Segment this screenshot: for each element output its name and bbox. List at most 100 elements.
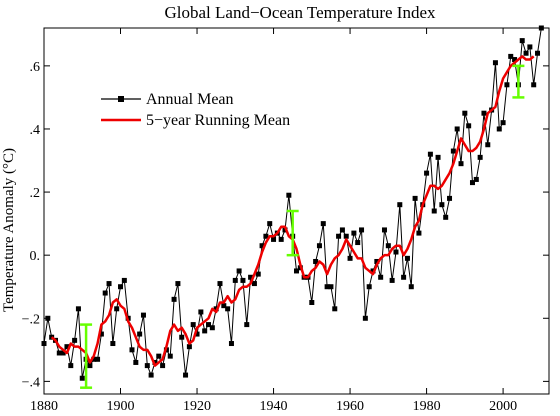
annual-mean-point <box>351 230 357 236</box>
annual-mean-point <box>343 233 349 239</box>
annual-mean-point <box>114 306 120 312</box>
annual-mean-point <box>206 322 212 328</box>
y-tick-label: −.2 <box>22 312 40 327</box>
annual-mean-point <box>129 347 135 353</box>
x-tick-label: 1960 <box>336 399 364 411</box>
annual-mean-point <box>481 110 487 116</box>
annual-mean-point <box>118 284 124 290</box>
annual-mean-point <box>244 322 250 328</box>
annual-mean-point <box>328 284 334 290</box>
annual-mean-point <box>424 170 430 176</box>
annual-mean-point <box>95 356 101 362</box>
y-axis-label: Temperature Anomaly (°C) <box>1 148 17 312</box>
annual-mean-point <box>385 243 391 249</box>
annual-mean-point <box>144 363 150 369</box>
annual-mean-point <box>255 271 261 277</box>
annual-mean-point <box>209 325 215 331</box>
annual-mean-point <box>473 176 479 182</box>
annual-mean-point <box>202 328 208 334</box>
annual-mean-point <box>485 142 491 148</box>
annual-mean-point <box>194 331 200 337</box>
annual-mean-point <box>469 180 475 186</box>
annual-mean-point <box>408 284 414 290</box>
annual-mean-point <box>508 53 514 59</box>
annual-mean-point <box>278 236 284 242</box>
annual-mean-point <box>179 334 185 340</box>
annual-mean-point <box>504 82 510 88</box>
annual-mean-point <box>332 306 338 312</box>
x-tick-label: 1980 <box>413 399 441 411</box>
annual-mean-point <box>236 268 242 274</box>
annual-mean-point <box>133 359 139 365</box>
annual-mean-point <box>313 258 319 264</box>
axis-ticks: 1880 1900 1920 1940 1960 1980 2000 −.4 −.2 0. .2 .4… <box>22 28 549 414</box>
annual-mean-point <box>355 240 361 246</box>
annual-mean-point <box>87 363 93 369</box>
annual-mean-point <box>271 236 277 242</box>
y-tick-label: −.4 <box>22 375 40 390</box>
annual-mean-point <box>72 337 78 343</box>
annual-mean-point <box>186 344 192 350</box>
annual-mean-point <box>175 281 181 287</box>
annual-mean-point <box>381 227 387 233</box>
annual-mean-point <box>228 341 234 347</box>
plot-frame <box>43 27 550 395</box>
annual-mean-point <box>435 154 441 160</box>
annual-mean-point <box>439 202 445 208</box>
annual-mean-point <box>286 192 292 198</box>
x-tick-label: 2000 <box>489 399 517 411</box>
annual-mean-point <box>225 306 231 312</box>
annual-mean-point <box>324 284 330 290</box>
annual-mean-point <box>251 281 257 287</box>
annual-mean-point <box>167 353 173 359</box>
annual-mean-point <box>68 363 74 369</box>
x-tick-label: 1900 <box>107 399 135 411</box>
annual-mean-point <box>401 274 407 280</box>
annual-mean-point <box>106 281 112 287</box>
annual-mean-point <box>45 315 51 321</box>
annual-mean-point <box>416 230 422 236</box>
annual-mean-point <box>374 258 380 264</box>
annual-mean-point <box>443 214 449 220</box>
annual-mean-point <box>519 38 525 44</box>
annual-mean-point <box>366 284 372 290</box>
annual-mean-point <box>240 277 246 283</box>
series-layer <box>41 25 544 381</box>
x-tick-label: 1880 <box>30 399 58 411</box>
annual-mean-point <box>512 57 518 63</box>
annual-mean-point <box>454 126 460 132</box>
annual-mean-point <box>336 233 342 239</box>
annual-mean-point <box>492 60 498 66</box>
annual-mean-point <box>362 315 368 321</box>
error-bar <box>512 64 525 99</box>
annual-mean-point <box>404 255 410 261</box>
annual-mean-point <box>309 300 315 305</box>
error-bars <box>80 64 525 389</box>
annual-mean-point <box>91 356 97 362</box>
x-tick-label: 1940 <box>260 399 288 411</box>
annual-mean-point <box>359 227 365 233</box>
annual-mean-point <box>248 274 254 280</box>
legend-running-mean-label: 5−year Running Mean <box>146 112 290 129</box>
legend-annual-mean-marker <box>118 96 124 102</box>
annual-mean-point <box>450 148 456 154</box>
annual-mean-point <box>75 306 81 312</box>
annual-mean-point <box>500 120 506 126</box>
annual-mean-point <box>60 350 66 356</box>
annual-mean-point <box>466 123 472 129</box>
annual-mean-point <box>160 363 166 369</box>
annual-mean-point <box>140 312 146 318</box>
annual-mean-point <box>41 341 47 347</box>
annual-mean-point <box>427 151 433 157</box>
chart-title: Global Land−Ocean Temperature Index <box>165 3 436 22</box>
annual-mean-point <box>232 277 238 283</box>
legend: Annual Mean 5−year Running Mean <box>101 91 290 129</box>
annual-mean-point <box>190 322 196 328</box>
annual-mean-point <box>462 110 468 116</box>
annual-mean-point <box>171 296 177 302</box>
annual-mean-point <box>320 221 326 227</box>
annual-mean-point <box>431 208 437 214</box>
annual-mean-point <box>56 350 62 356</box>
